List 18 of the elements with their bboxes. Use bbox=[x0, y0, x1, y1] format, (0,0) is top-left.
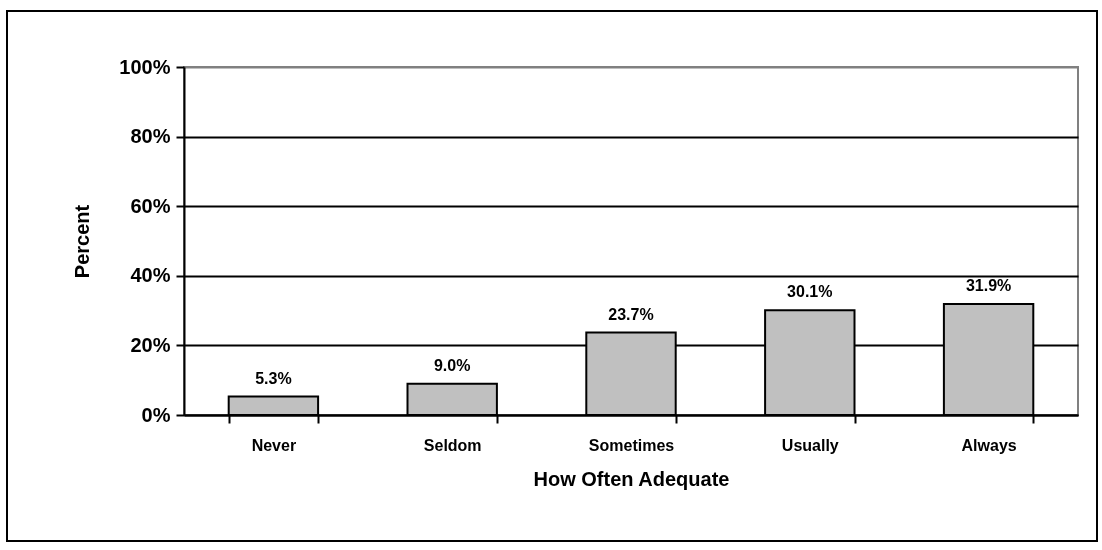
data-label: 9.0% bbox=[433, 356, 471, 374]
data-label: 23.7% bbox=[608, 305, 654, 323]
y-tick-label: 80% bbox=[130, 125, 171, 148]
x-axis-title: How Often Adequate bbox=[533, 467, 730, 490]
y-tick-label: 0% bbox=[141, 403, 171, 426]
x-tick-label: Never bbox=[251, 436, 297, 454]
y-tick-label: 100% bbox=[119, 55, 171, 78]
data-label: 5.3% bbox=[255, 369, 292, 387]
x-tick-label: Seldom bbox=[423, 436, 482, 454]
x-tick-label: Sometimes bbox=[588, 436, 675, 454]
x-tick-label: Usually bbox=[781, 436, 839, 454]
data-label: 30.1% bbox=[787, 283, 833, 301]
y-tick-label: 40% bbox=[130, 264, 171, 287]
y-tick-label: 60% bbox=[130, 194, 171, 217]
y-axis-title: Percent bbox=[71, 204, 94, 279]
x-tick-label: Always bbox=[961, 436, 1017, 454]
y-tick-label: 20% bbox=[130, 333, 171, 356]
data-label: 31.9% bbox=[965, 276, 1012, 294]
